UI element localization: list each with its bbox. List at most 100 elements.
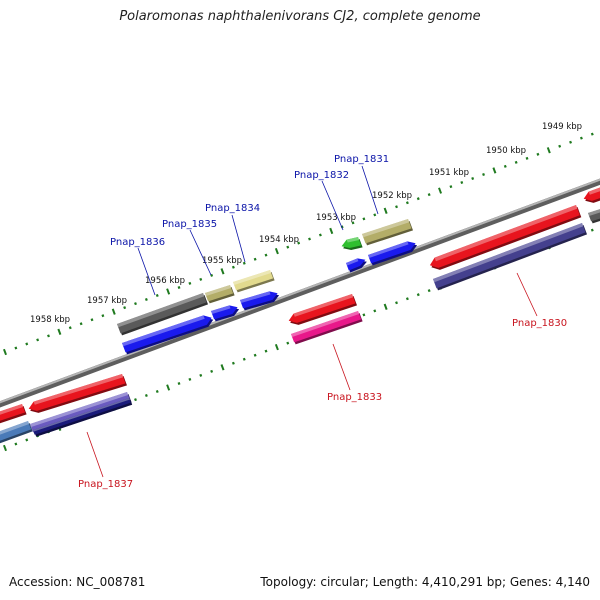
gene-label-pnap-1834[interactable]: Pnap_1834 xyxy=(205,203,260,214)
label-connectors xyxy=(86,165,538,478)
kbp-label: 1949 kbp xyxy=(542,122,582,132)
tick-mark xyxy=(427,193,431,197)
gene-bar-upper-right[interactable] xyxy=(583,184,600,203)
gene-bar-lower-right-gray[interactable] xyxy=(588,206,600,224)
tick-mark xyxy=(220,364,225,371)
tick-mark xyxy=(25,438,29,442)
gene-bar-pnap-1833-red[interactable] xyxy=(288,294,357,325)
tick-mark xyxy=(416,293,420,297)
tick-mark xyxy=(47,334,50,338)
tick-mark xyxy=(177,381,181,385)
tick-mark xyxy=(166,288,171,295)
gene-bar-left-red[interactable] xyxy=(0,404,27,424)
gene-bar-upper-blue-1[interactable] xyxy=(122,315,214,355)
tick-mark xyxy=(36,338,40,342)
accession-text: Accession: NC_008781 xyxy=(9,575,146,589)
tick-mark xyxy=(525,156,529,160)
tick-mark xyxy=(286,245,290,249)
kbp-label: 1953 kbp xyxy=(316,213,356,223)
tick-mark xyxy=(253,257,257,261)
tick-mark xyxy=(395,205,398,209)
kbp-labels: 1949 kbp 1950 kbp 1951 kbp 1952 kbp 1953… xyxy=(30,122,582,325)
tick-mark xyxy=(123,306,127,310)
tick-mark xyxy=(362,313,366,317)
tick-mark xyxy=(90,318,94,322)
map-title: Polaromonas naphthalenivorans CJ2, compl… xyxy=(119,9,481,24)
tick-mark xyxy=(3,444,7,452)
gene-bar-upper-blue-3[interactable] xyxy=(240,291,280,311)
tick-mark xyxy=(14,442,18,446)
tick-mark xyxy=(329,227,334,235)
tick-mark xyxy=(134,302,137,306)
tick-mark xyxy=(427,289,431,293)
tick-mark xyxy=(514,160,518,164)
gene-bar-upper-blue-5[interactable] xyxy=(368,241,418,266)
tick-mark xyxy=(210,273,214,277)
kbp-label: 1952 kbp xyxy=(372,191,412,201)
kbp-label: 1951 kbp xyxy=(429,168,469,178)
upper-tick-track xyxy=(3,132,594,356)
tick-mark xyxy=(231,361,235,365)
gene-label-pnap-1830[interactable]: Pnap_1830 xyxy=(512,318,567,329)
gene-label-pnap-1831[interactable]: Pnap_1831 xyxy=(334,154,389,165)
tick-mark xyxy=(558,144,562,148)
tick-mark xyxy=(111,308,116,315)
tick-mark xyxy=(373,309,377,313)
tick-mark xyxy=(569,140,572,144)
gene-bar-pnap-1830[interactable] xyxy=(433,223,587,291)
tick-mark xyxy=(405,297,409,301)
gene-bar-pnap-1833[interactable] xyxy=(291,311,363,345)
gene-label-pnap-1835[interactable]: Pnap_1835 xyxy=(162,219,217,230)
tick-mark xyxy=(482,172,485,176)
gene-bar-pnap-1832-green[interactable] xyxy=(341,237,363,250)
gene-bar-upper-blue-2[interactable] xyxy=(211,305,240,322)
tick-mark xyxy=(318,233,322,237)
tick-mark xyxy=(144,394,148,398)
tick-mark xyxy=(383,207,388,214)
gene-features xyxy=(0,184,600,444)
tick-mark xyxy=(144,298,148,302)
tick-mark xyxy=(188,281,192,285)
gene-label-pnap-1836[interactable]: Pnap_1836 xyxy=(110,237,165,248)
gene-bar-pnap-1834[interactable] xyxy=(233,270,275,293)
gene-label-pnap-1837[interactable]: Pnap_1837 xyxy=(78,479,133,490)
tick-mark xyxy=(14,346,18,350)
kbp-label: 1958 kbp xyxy=(30,315,70,325)
tick-mark xyxy=(3,348,7,356)
tick-mark xyxy=(274,343,279,351)
tick-mark xyxy=(546,147,551,154)
kbp-label: 1956 kbp xyxy=(145,276,185,286)
tick-mark xyxy=(579,136,583,140)
topology-text: Topology: circular; Length: 4,410,291 bp… xyxy=(260,575,590,589)
gene-bar-lower-navy[interactable] xyxy=(33,398,133,437)
gene-bar-pnap-1837-red[interactable] xyxy=(28,374,128,413)
gene-bar-pnap-1831[interactable] xyxy=(362,219,413,246)
gene-label-pnap-1833[interactable]: Pnap_1833 xyxy=(327,392,382,403)
tick-mark xyxy=(590,228,594,232)
tick-mark xyxy=(308,237,311,241)
tick-mark xyxy=(460,181,464,185)
tick-mark xyxy=(101,314,105,318)
tick-mark xyxy=(188,377,192,381)
gene-label-pnap-1832[interactable]: Pnap_1832 xyxy=(294,170,349,181)
gene-bar-pnap-1830-red[interactable] xyxy=(429,205,582,270)
tick-mark xyxy=(286,341,290,345)
gene-bar-pnap-1835[interactable] xyxy=(205,285,235,304)
tick-mark xyxy=(590,132,594,136)
gene-bar-upper-blue-4[interactable] xyxy=(346,258,367,273)
tick-mark xyxy=(166,384,171,391)
tick-mark xyxy=(351,221,355,225)
tick-mark xyxy=(492,167,497,174)
gene-bar-pnap-1836-gray[interactable] xyxy=(117,293,208,336)
tick-mark xyxy=(395,301,398,305)
gene-bar-left-steel[interactable] xyxy=(0,421,33,444)
tick-mark xyxy=(438,187,443,194)
tick-mark xyxy=(264,349,268,353)
tick-mark xyxy=(177,285,181,289)
kbp-label: 1950 kbp xyxy=(486,146,526,156)
tick-mark xyxy=(362,217,366,221)
tick-mark xyxy=(449,185,453,189)
tick-mark xyxy=(297,241,301,245)
genome-backbone xyxy=(0,178,600,408)
